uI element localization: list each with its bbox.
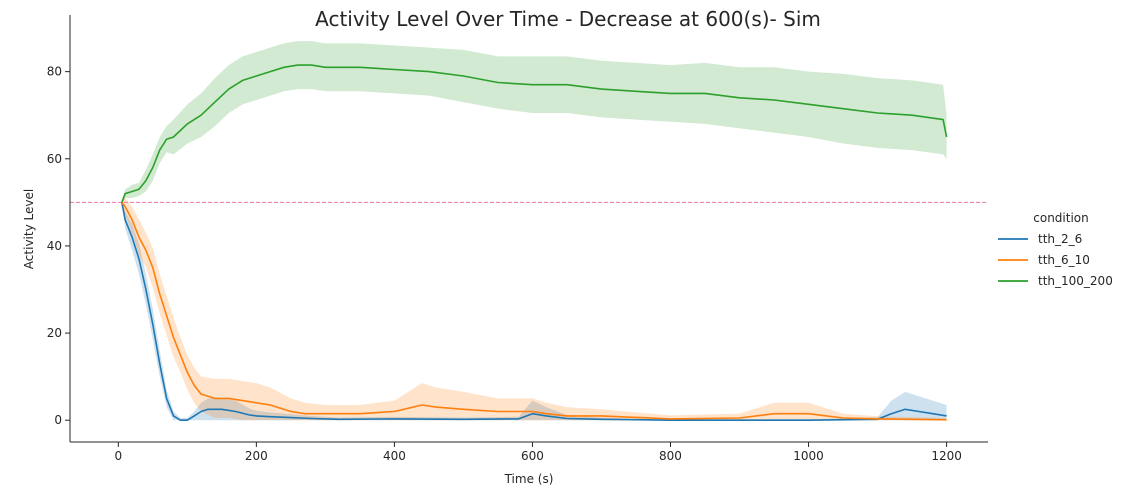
- band-tth_6_10: [121, 198, 947, 421]
- series-lines: [121, 64, 948, 421]
- band-tth_100_200: [121, 41, 947, 205]
- x-tick-label: 600: [521, 449, 544, 463]
- y-axis-label: Activity Level: [22, 189, 36, 269]
- series-line-tth_6_10: [121, 201, 947, 421]
- legend: condition tth_2_6 tth_6_10 tth_100_200: [998, 211, 1113, 288]
- x-tick-label: 200: [245, 449, 268, 463]
- legend-label-tth_100_200: tth_100_200: [1038, 274, 1113, 288]
- x-axis-label: Time (s): [504, 472, 554, 486]
- x-tick-label: 400: [383, 449, 406, 463]
- x-tick-label: 800: [659, 449, 682, 463]
- legend-label-tth_2_6: tth_2_6: [1038, 232, 1082, 246]
- legend-items: tth_2_6 tth_6_10 tth_100_200: [998, 232, 1113, 288]
- x-tick-label: 1200: [931, 449, 962, 463]
- y-tick-label: 0: [54, 413, 62, 427]
- x-tick-label: 1000: [793, 449, 824, 463]
- y-tick-label: 20: [47, 326, 62, 340]
- series-line-tth_2_6: [121, 202, 947, 421]
- y-tick-label: 80: [47, 65, 62, 79]
- axes: 0 200 400 600 800 1000 1200 0 20 40 60 80: [47, 15, 988, 463]
- confidence-bands: [121, 41, 947, 421]
- series-line-tth_100_200: [121, 64, 948, 203]
- x-tick-label: 0: [114, 449, 122, 463]
- y-tick-label: 60: [47, 152, 62, 166]
- legend-label-tth_6_10: tth_6_10: [1038, 253, 1090, 267]
- legend-title: condition: [1033, 211, 1088, 225]
- y-tick-label: 40: [47, 239, 62, 253]
- chart-title: Activity Level Over Time - Decrease at 6…: [315, 7, 821, 31]
